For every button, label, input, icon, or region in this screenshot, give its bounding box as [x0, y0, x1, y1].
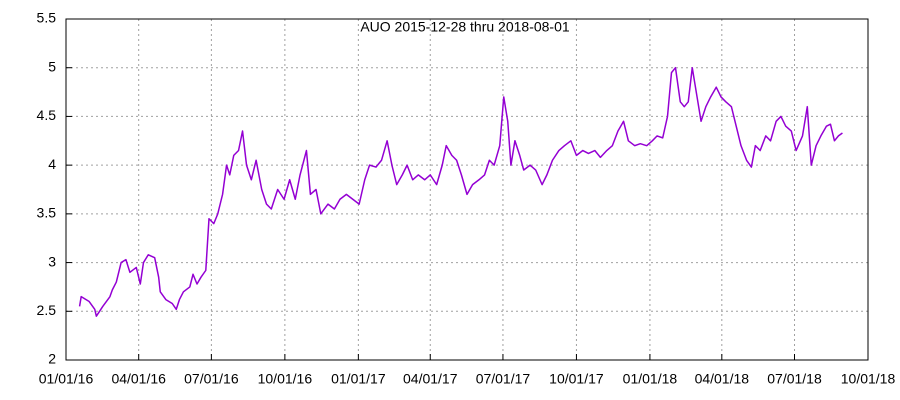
- x-tick-label: 10/01/16: [258, 371, 313, 387]
- x-tick-label: 10/01/17: [549, 371, 604, 387]
- x-tick-label: 07/01/17: [476, 371, 531, 387]
- y-tick-label: 4: [48, 156, 56, 172]
- series-line: [78, 66, 843, 317]
- y-tick-label: 3: [48, 253, 56, 269]
- y-tick-label: 2: [48, 351, 56, 367]
- x-tick-label: 07/01/18: [767, 371, 822, 387]
- x-tick-label: 04/01/16: [111, 371, 166, 387]
- x-tick-label: 01/01/17: [331, 371, 386, 387]
- x-tick-label: 04/01/18: [695, 371, 750, 387]
- x-tick-label: 10/01/18: [841, 371, 896, 387]
- plot-border: [65, 18, 869, 361]
- y-tick-label: 3.5: [37, 205, 57, 221]
- y-tick-label: 5: [48, 58, 56, 74]
- y-tick-label: 2.5: [37, 302, 57, 318]
- x-tick-label: 04/01/17: [403, 371, 458, 387]
- y-tick-label: 5.5: [37, 10, 57, 26]
- x-tick-label: 01/01/16: [39, 371, 94, 387]
- x-tick-label: 01/01/18: [623, 371, 678, 387]
- y-tick-label: 4.5: [37, 107, 57, 123]
- x-tick-label: 07/01/16: [184, 371, 239, 387]
- chart-title: AUO 2015-12-28 thru 2018-08-01: [360, 19, 570, 35]
